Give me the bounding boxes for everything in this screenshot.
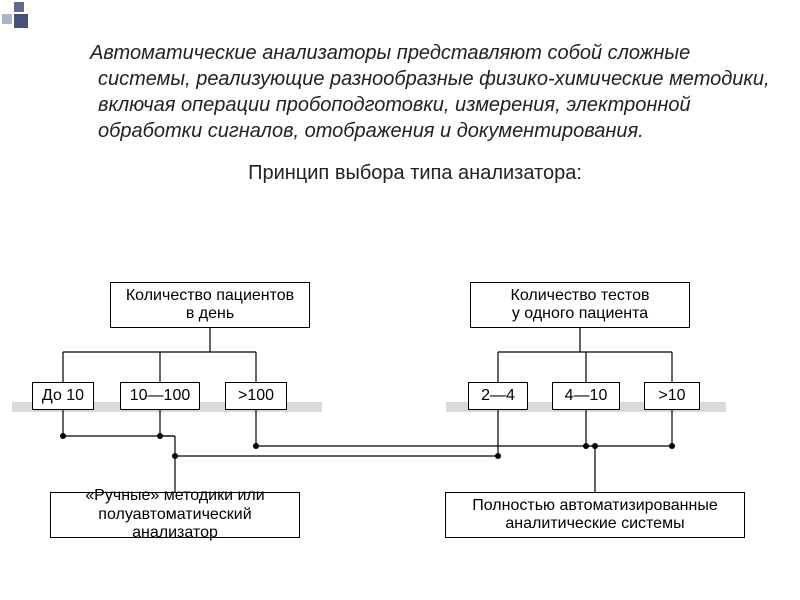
flowchart-node-out_right: Полностью автоматизированныеаналитически… xyxy=(445,492,745,538)
intro-paragraph: Автоматические анализаторы представляют … xyxy=(60,40,770,144)
slide-corner-decoration xyxy=(0,0,40,40)
flowchart-node-b2: 4—10 xyxy=(552,382,620,410)
text-content: Автоматические анализаторы представляют … xyxy=(60,40,770,185)
flowchart-node-a3: >100 xyxy=(225,382,287,410)
flowchart-diagram: Количество пациентовв день Количество тес… xyxy=(0,272,800,572)
flowchart-node-a1: До 10 xyxy=(32,382,94,410)
flowchart-node-top_left: Количество пациентовв день xyxy=(110,282,310,328)
flowchart-node-b1: 2—4 xyxy=(468,382,528,410)
flowchart-node-a2: 10—100 xyxy=(120,382,200,410)
flowchart-node-b3: >10 xyxy=(644,382,700,410)
flowchart-node-out_left: «Ручные» методики илиполуавтоматический … xyxy=(50,492,300,538)
flowchart-node-top_right: Количество тестову одного пациента xyxy=(470,282,690,328)
diagram-subtitle: Принцип выбора типа анализатора: xyxy=(60,162,770,185)
